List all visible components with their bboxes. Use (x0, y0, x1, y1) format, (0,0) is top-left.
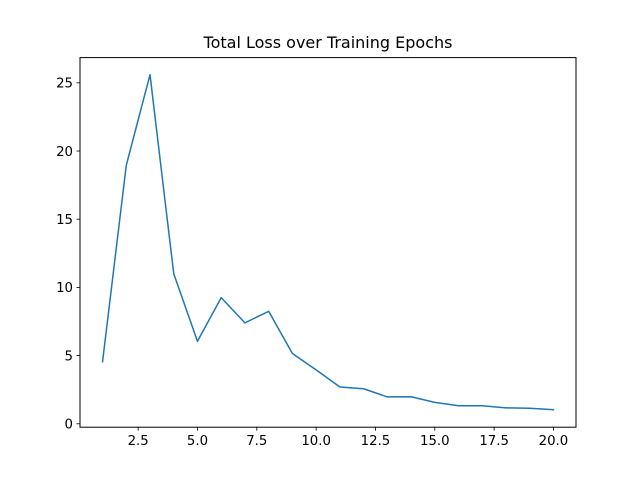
x-tick-label: 12.5 (361, 434, 391, 449)
x-tick-label: 17.5 (479, 434, 509, 449)
axes-frame (79, 57, 577, 428)
x-tick-label: 2.5 (128, 434, 149, 449)
x-tick-label: 15.0 (420, 434, 450, 449)
chart-title: Total Loss over Training Epochs (203, 33, 453, 52)
plot-area (101, 73, 555, 411)
y-tick-label: 15 (56, 213, 73, 228)
y-axis: 0 5 10 15 20 25 (56, 77, 80, 433)
x-tick-label: 10.0 (301, 434, 331, 449)
y-tick-label: 25 (56, 77, 73, 92)
y-tick-label: 0 (65, 418, 73, 433)
y-tick-label: 5 (65, 349, 73, 364)
loss-line (101, 73, 555, 411)
y-tick-label: 20 (56, 145, 73, 160)
x-tick-label: 7.5 (246, 434, 267, 449)
x-tick-label: 20.0 (539, 434, 569, 449)
x-axis: 2.5 5.0 7.5 10.0 12.5 15.0 17.5 20.0 (128, 427, 569, 449)
x-tick-label: 5.0 (187, 434, 208, 449)
y-tick-label: 10 (56, 281, 73, 296)
